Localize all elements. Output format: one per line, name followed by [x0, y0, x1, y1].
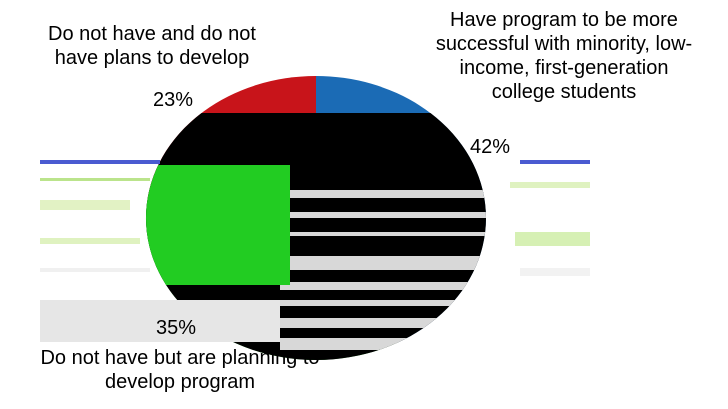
slice-value-planning: 35%	[156, 317, 197, 339]
artifact-stripe	[40, 268, 150, 272]
slice-label-no-plans: Do not have and do not have plans to deve…	[22, 22, 282, 70]
gray-stripe	[280, 256, 486, 270]
gray-stripe	[280, 232, 486, 236]
artifact-stripe	[510, 182, 590, 188]
slice-label-line: income, first-generation	[459, 57, 669, 79]
artifact-stripe	[515, 232, 590, 246]
artifact-stripe	[40, 238, 140, 244]
artifact-stripe	[520, 268, 590, 276]
slice-label-have-program: Have program to be more successful with m…	[418, 8, 710, 104]
gray-stripe	[280, 282, 486, 290]
slice-value-have-program: 42%	[470, 136, 511, 158]
gray-stripe	[280, 318, 486, 328]
slice-label-line: college students	[491, 81, 637, 103]
gray-stripe	[280, 212, 486, 218]
artifact-stripe	[40, 160, 160, 164]
slice-label-line: have plans to develop	[54, 47, 250, 69]
slice-label-line: Do not have and do not	[48, 23, 256, 45]
artifact-stripe	[40, 178, 150, 181]
artifact-stripe	[40, 200, 130, 210]
gray-stripe	[280, 190, 486, 198]
slice-label-line: develop program	[104, 371, 256, 393]
artifact-stripe	[520, 160, 590, 164]
artifact-stripe	[40, 300, 280, 342]
gray-stripe	[280, 300, 486, 306]
slice-label-line: Do not have but are planning to	[40, 347, 320, 369]
green-band	[146, 165, 290, 285]
slice-label-line: Have program to be more	[450, 9, 678, 31]
slice-value-no-plans: 23%	[153, 89, 194, 111]
slice-label-planning: Do not have but are planning to develop p…	[10, 346, 350, 394]
slice-label-line: successful with minority, low-	[435, 33, 693, 55]
